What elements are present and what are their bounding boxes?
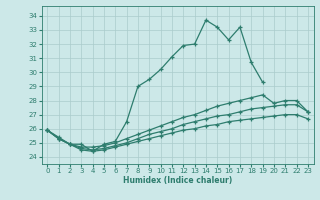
X-axis label: Humidex (Indice chaleur): Humidex (Indice chaleur): [123, 176, 232, 185]
